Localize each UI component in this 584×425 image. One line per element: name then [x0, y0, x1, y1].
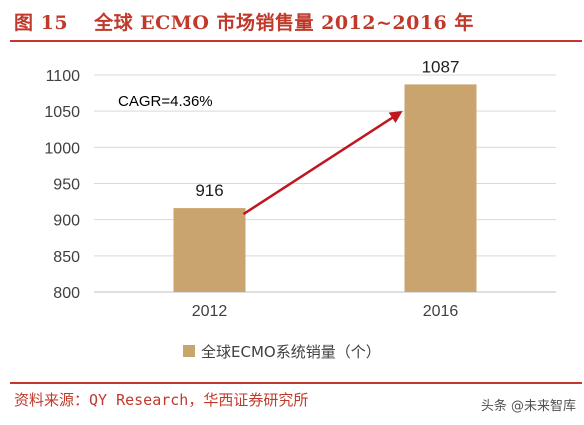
y-tick-label: 1100	[46, 68, 81, 85]
growth-arrow	[242, 111, 403, 216]
cagr-annotation: CAGR=4.36%	[118, 93, 213, 110]
y-axis: 800 850 900 950 1000 1050 1100	[44, 68, 80, 302]
data-label: 1087	[422, 57, 460, 76]
chart-title: 图 15 全球 ECMO 市场销售量 2012~2016 年	[14, 10, 474, 36]
bar	[404, 84, 477, 292]
bar	[173, 208, 246, 292]
figure-title: 全球 ECMO 市场销售量 2012~2016 年	[94, 12, 474, 34]
bars	[173, 84, 477, 292]
y-tick-label: 800	[53, 285, 80, 302]
y-tick-label: 850	[53, 249, 80, 266]
source-note: 资料来源：QY Research，华西证券研究所	[14, 391, 309, 409]
y-tick-label: 900	[53, 213, 80, 230]
data-labels: 916 1087	[195, 57, 459, 200]
figure-number: 图 15	[14, 12, 69, 34]
gridlines	[94, 74, 556, 293]
watermark: 头条 @未来智库	[480, 399, 576, 414]
x-axis: 2012 2016	[192, 303, 459, 320]
legend: 全球ECMO系统销量（个）	[183, 343, 381, 361]
data-label: 916	[195, 181, 223, 200]
x-tick-label: 2016	[423, 303, 459, 320]
x-tick-label: 2012	[192, 303, 228, 320]
y-tick-label: 950	[53, 177, 80, 194]
legend-swatch	[183, 345, 195, 357]
title-divider	[10, 40, 582, 42]
footer-divider	[10, 382, 582, 384]
y-tick-label: 1050	[44, 104, 80, 121]
legend-label: 全球ECMO系统销量（个）	[201, 343, 381, 361]
y-tick-label: 1000	[44, 140, 80, 157]
